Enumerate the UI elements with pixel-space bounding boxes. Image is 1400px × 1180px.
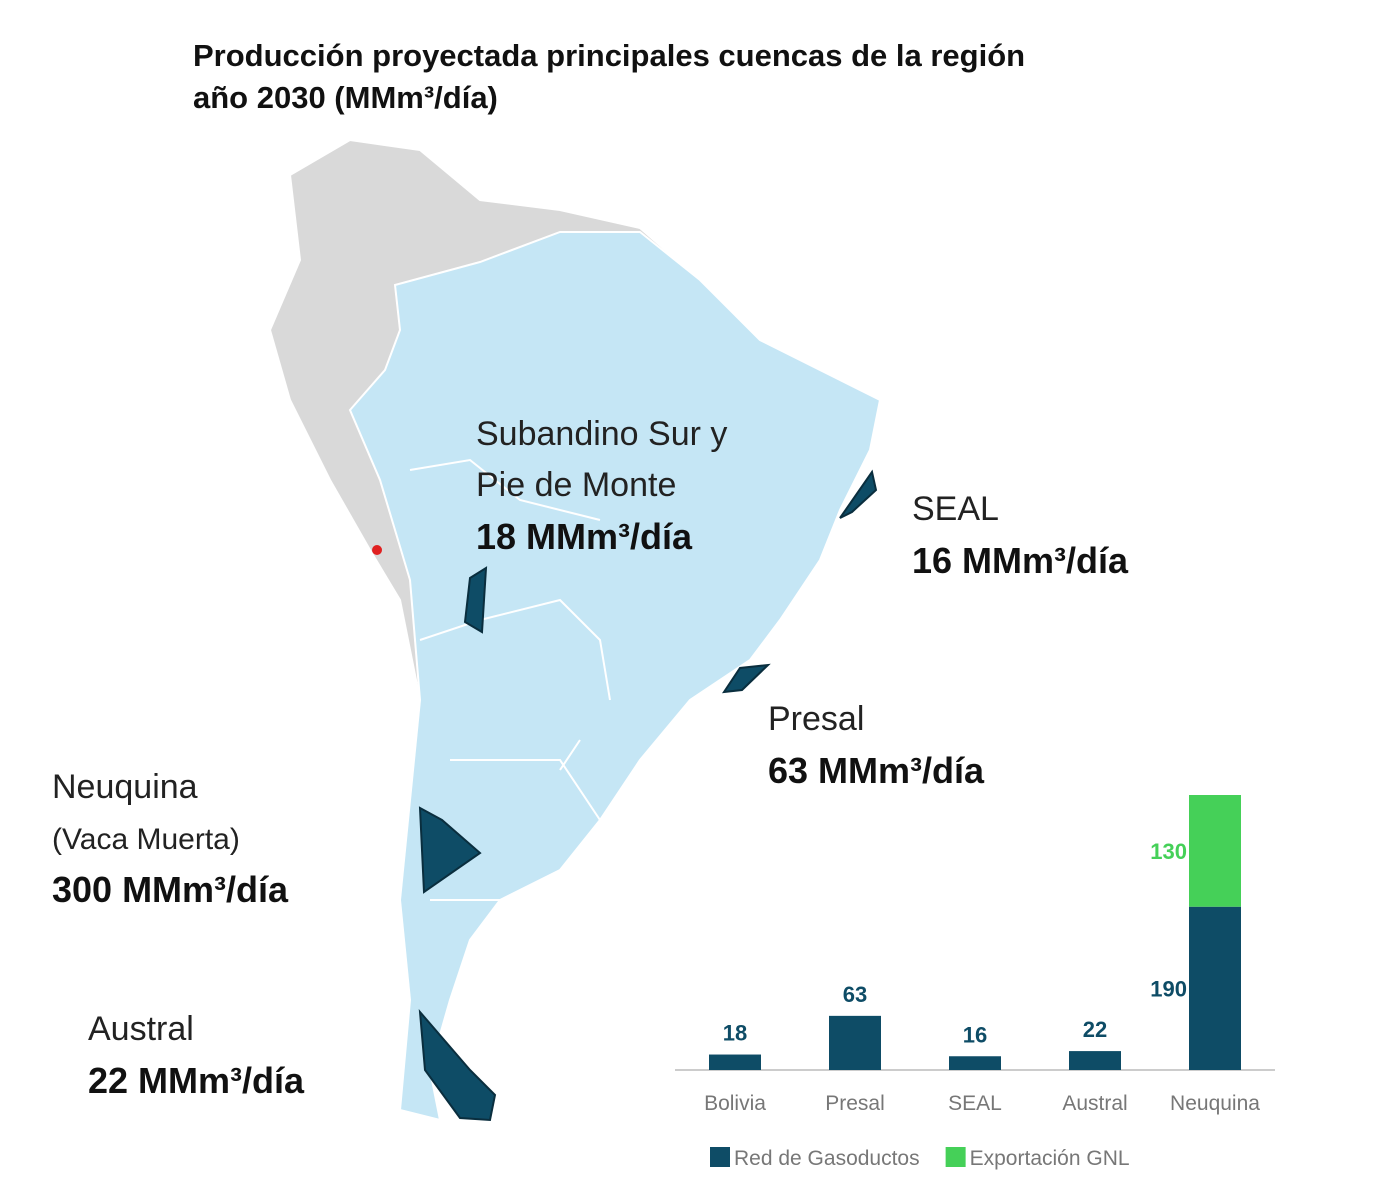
legend-label: Exportación GNL [970, 1147, 1130, 1170]
basin-shape [839, 469, 878, 519]
basin-shape [463, 566, 488, 634]
data-label: 16 [963, 1022, 987, 1047]
data-label: 190 [1150, 976, 1187, 1001]
legend-swatch [710, 1147, 730, 1167]
basin-name: Pie de Monte [476, 466, 676, 504]
x-tick-label: Presal [825, 1092, 885, 1115]
basin-name: Presal [768, 700, 864, 738]
basin-name: Neuquina [52, 768, 198, 806]
basin-shape [418, 1009, 497, 1122]
legend-label: Red de Gasoductos [734, 1147, 920, 1170]
bar-segment [1069, 1051, 1121, 1070]
labels: Producción proyectada principales cuenca… [52, 38, 1129, 1101]
title: Producción proyectada principales cuenca… [193, 38, 1025, 73]
basin-name: Subandino Sur y [476, 415, 727, 453]
basin-name: SEAL [912, 490, 999, 528]
bar-segment [709, 1054, 761, 1070]
x-tick-label: Neuquina [1170, 1092, 1260, 1115]
basin-production: 16 MMm³/día [912, 540, 1129, 581]
data-label: 22 [1083, 1017, 1107, 1042]
data-label: 18 [723, 1021, 747, 1046]
title: año 2030 (MMm³/día) [193, 80, 498, 115]
country-borders [409, 458, 611, 901]
legend-swatch [945, 1147, 966, 1167]
bar-segment [1189, 795, 1241, 907]
bar-segment [829, 1015, 881, 1070]
map [268, 138, 882, 1122]
basin-shape [721, 663, 771, 694]
basin-production: 22 MMm³/día [88, 1060, 305, 1101]
x-tick-label: Bolivia [704, 1092, 766, 1115]
basin-name: Austral [88, 1010, 194, 1048]
basins [418, 469, 878, 1122]
basin-production: 63 MMm³/día [768, 750, 985, 791]
southern-region [348, 231, 882, 1122]
basin-name: (Vaca Muerta) [52, 823, 240, 856]
basin-production: 300 MMm³/día [52, 869, 289, 910]
bar-segment [1189, 906, 1241, 1070]
basin-shape [418, 806, 482, 894]
bar-chart: Bolivia 18 Presal 63 SEAL 16 Austral 22 Neuquina… [675, 795, 1275, 1170]
location-dot [372, 545, 382, 555]
data-label: 63 [843, 982, 867, 1007]
x-tick-label: SEAL [948, 1092, 1002, 1115]
x-tick-label: Austral [1062, 1092, 1127, 1115]
bar-segment [949, 1056, 1001, 1070]
data-label: 130 [1150, 839, 1187, 864]
basin-production: 18 MMm³/día [476, 516, 693, 557]
